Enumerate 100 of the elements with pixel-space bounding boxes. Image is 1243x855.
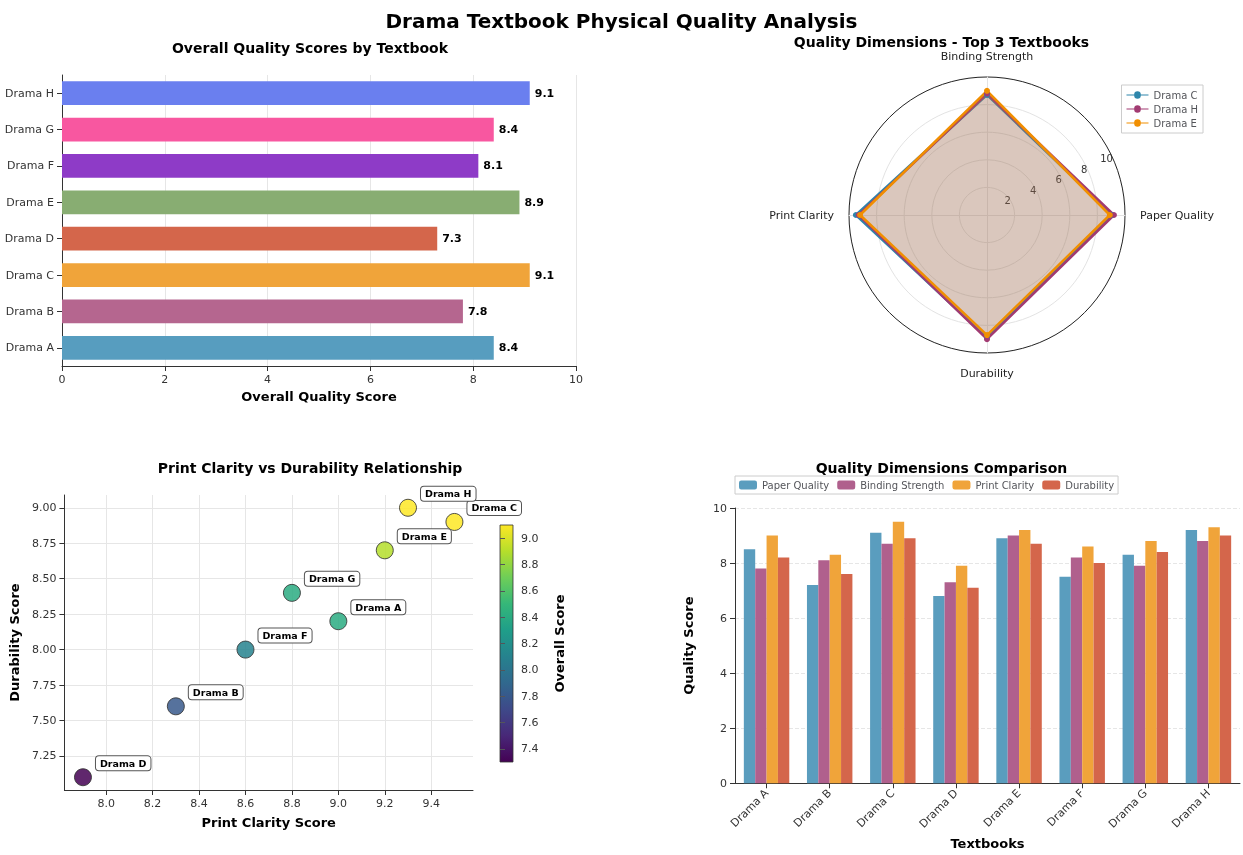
x-tick-label: 8.8 — [283, 797, 301, 810]
bar — [62, 226, 438, 251]
x-tick-label: 0 — [58, 373, 66, 386]
x-tick-label: 9.0 — [329, 797, 348, 810]
bar — [1019, 530, 1031, 784]
spoke-label: Print Clarity — [769, 208, 835, 222]
bar — [818, 560, 830, 784]
y-tick-label: 9.00 — [31, 501, 57, 515]
bar — [62, 190, 520, 215]
bar — [1059, 576, 1071, 784]
y-tick-label: 7.50 — [31, 714, 57, 727]
annotation: Drama H — [424, 488, 472, 500]
y-tick-label: Drama G — [4, 123, 54, 137]
color-bar-label: 8.0 — [521, 663, 539, 677]
chart-title: Quality Dimensions Comparison — [815, 460, 1068, 476]
x-tick-label: 8.6 — [236, 797, 255, 810]
bar — [62, 81, 530, 106]
data-label: 8.1 — [483, 159, 503, 173]
data-label: 8.9 — [524, 195, 544, 209]
color-bar-label: 8.8 — [521, 558, 539, 571]
x-tick-label: 8.0 — [97, 797, 115, 810]
bar — [755, 568, 767, 784]
data-label: 9.1 — [534, 268, 555, 282]
x-axis-title: Print Clarity Score — [201, 815, 337, 830]
color-bar-label: 8.4 — [521, 610, 539, 624]
bar — [870, 532, 882, 784]
point — [329, 612, 348, 631]
color-bar-label: 8.2 — [521, 637, 539, 650]
legend-label: Binding Strength — [860, 479, 945, 491]
annotation: Drama C — [471, 502, 518, 514]
y-tick-label: 6 — [720, 611, 727, 625]
annotation: Drama F — [262, 630, 308, 642]
y-tick-label: Drama B — [5, 304, 54, 318]
bar — [892, 521, 905, 784]
bar — [1208, 527, 1220, 784]
y-tick-label: 8.00 — [31, 643, 57, 657]
y-tick-label: 8.75 — [31, 536, 57, 550]
legend-label: Print Clarity — [975, 479, 1035, 491]
y-tick-label: 8.50 — [31, 572, 57, 586]
bar — [996, 538, 1008, 784]
legend-label: Durability — [1065, 479, 1115, 491]
y-tick-label: 8.25 — [31, 607, 57, 621]
x-tick-label: 9.4 — [422, 797, 440, 810]
bar — [933, 596, 945, 784]
x-tick-label: 8.4 — [190, 797, 208, 810]
bar — [1070, 557, 1083, 784]
point — [282, 583, 301, 602]
color-bar-label: 9.0 — [521, 531, 539, 545]
bar — [1007, 535, 1020, 784]
legend-label: Drama E — [1153, 117, 1197, 129]
bar — [1197, 541, 1209, 784]
data-label: 7.8 — [467, 304, 488, 318]
bar — [777, 557, 790, 784]
x-tick-label: 8 — [469, 373, 477, 386]
x-axis-title: Textbooks — [950, 836, 1025, 851]
x-tick-label: 10 — [569, 373, 583, 386]
bar — [1122, 554, 1134, 784]
bar — [1156, 552, 1169, 784]
annotation: Drama E — [401, 530, 447, 542]
text: Drama Textbook Physical Quality Analysis — [385, 9, 858, 33]
x-tick-label: 8.2 — [143, 797, 162, 810]
y-tick-label: 0 — [720, 776, 727, 790]
x-tick-label: 4 — [264, 373, 272, 386]
chart-title: Overall Quality Scores by Textbook — [171, 40, 449, 56]
bar — [743, 549, 756, 784]
data-label: 8.4 — [498, 341, 519, 355]
bar — [1219, 535, 1232, 784]
point — [399, 498, 417, 517]
color-bar-label: 7.4 — [521, 742, 539, 756]
y-tick-label: Drama A — [5, 341, 55, 355]
bar — [1133, 565, 1146, 784]
data-label: 9.1 — [534, 86, 555, 100]
spoke-label: Binding Strength — [940, 50, 1034, 63]
point — [73, 768, 92, 787]
annotation: Drama A — [355, 601, 402, 613]
legend-label: Drama C — [1153, 89, 1198, 101]
data-label: 7.3 — [442, 232, 462, 246]
y-tick-label: Drama H — [5, 86, 54, 100]
y-tick-label: 8 — [720, 556, 727, 570]
y-tick-label: 2 — [720, 721, 727, 735]
annotation: Drama G — [308, 573, 356, 585]
bar — [829, 554, 842, 784]
spoke-label: Paper Quality — [1140, 208, 1215, 222]
bar — [967, 587, 979, 784]
x-tick-label: 2 — [161, 373, 169, 386]
y-tick-label: 7.75 — [31, 678, 57, 692]
bar — [1185, 530, 1198, 784]
y-tick-label: Drama F — [6, 159, 54, 173]
bar — [1145, 541, 1157, 784]
y-tick-label: Drama C — [5, 268, 55, 282]
point — [375, 541, 394, 560]
y-tick-label: 7.25 — [31, 749, 57, 763]
y-tick-label: Drama E — [6, 195, 55, 209]
bar — [1093, 563, 1105, 784]
bar — [806, 585, 819, 784]
chart-title: Print Clarity vs Durability Relationship — [157, 460, 463, 476]
y-axis-title: Durability Score — [7, 583, 22, 702]
color-bar-title: Overall Score — [552, 594, 567, 693]
x-axis-title: Overall Quality Score — [241, 388, 397, 404]
annotation: Drama B — [192, 686, 239, 698]
